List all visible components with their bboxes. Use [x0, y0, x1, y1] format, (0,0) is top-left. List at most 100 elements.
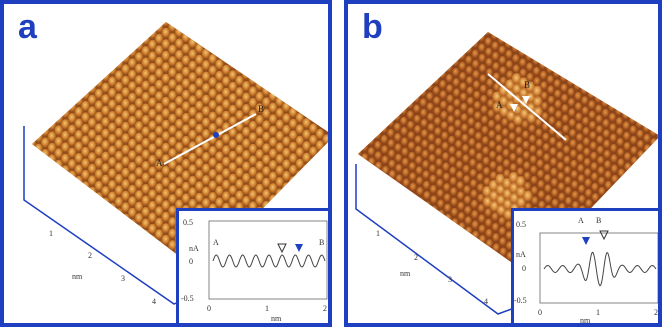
atom-bump	[579, 65, 588, 76]
atom-bump	[373, 141, 382, 151]
atom-bump	[570, 159, 578, 170]
atom-bump	[511, 33, 520, 44]
atom-bump	[484, 37, 493, 48]
atom-bump	[433, 106, 442, 117]
atom-bump	[208, 157, 218, 170]
atom-bump	[141, 161, 151, 173]
atom-bump	[201, 163, 211, 176]
atom-bump	[406, 110, 415, 121]
atom-bump	[583, 147, 591, 158]
atom-bump	[481, 146, 490, 157]
atom-bump	[459, 92, 468, 103]
atom-bump	[409, 192, 418, 203]
atom-bump	[107, 191, 117, 204]
atom-bump	[463, 185, 472, 196]
atom-bump	[607, 92, 616, 103]
atom-bump	[458, 61, 467, 72]
atom-bump	[54, 136, 64, 149]
atom-bump	[407, 141, 416, 152]
atom-bump	[228, 70, 238, 82]
atom-bump	[615, 106, 624, 117]
atom-bump	[649, 117, 658, 128]
atom-bump	[528, 134, 537, 145]
atom-bump	[268, 160, 278, 172]
atom-bump	[201, 175, 211, 187]
atom-bump	[201, 71, 211, 84]
atom-bump	[67, 90, 77, 102]
atom-bump	[215, 105, 225, 117]
atom-bump	[368, 167, 377, 178]
atom-bump	[386, 108, 395, 119]
atom-bump	[194, 123, 205, 136]
atom-bump	[515, 175, 527, 190]
atom-bump	[509, 163, 518, 174]
atom-bump	[268, 171, 278, 184]
atom-bump	[21, 133, 30, 145]
atom-bump	[408, 162, 417, 172]
atom-bump	[261, 97, 272, 109]
atom-bump	[188, 164, 198, 176]
atom-bump	[650, 148, 658, 159]
stm-panel-a: A B 1 2 3 4 nm a 0.5 0 -0.5 nA 0 1 2 nm …	[0, 0, 332, 327]
atom-bump	[656, 132, 658, 142]
atom-bump	[659, 184, 662, 194]
atom-bump	[475, 152, 484, 163]
atom-bump	[474, 131, 483, 142]
atom-bump	[468, 148, 477, 159]
atom-bump	[428, 154, 437, 164]
atom-bump	[469, 168, 478, 179]
atom-bump	[399, 116, 408, 127]
atom-bump	[81, 135, 91, 147]
atom-bump	[94, 111, 104, 124]
profile-line-a	[163, 113, 257, 165]
profile-curve-b	[543, 251, 657, 287]
atom-bump	[531, 46, 540, 57]
atom-bump	[241, 150, 251, 162]
atom-bump	[508, 142, 517, 153]
atom-bump	[127, 104, 138, 116]
atom-bump	[624, 172, 633, 183]
atom-bump	[201, 198, 211, 210]
atom-bump	[436, 189, 445, 200]
atom-bump	[449, 166, 457, 177]
atom-bump	[74, 187, 84, 200]
line-profile-chart-a: 0.5 0 -0.5 nA 0 1 2 nm A B	[181, 218, 328, 323]
atom-bump	[443, 203, 452, 214]
atom-bump	[394, 153, 403, 164]
atom-bump	[367, 147, 376, 158]
xtick-b-0: 0	[538, 308, 542, 317]
atom-bump	[315, 163, 325, 175]
atom-bump	[432, 86, 441, 97]
atom-bump	[569, 149, 578, 160]
atom-bump	[148, 39, 158, 52]
atom-bump	[127, 230, 138, 243]
atom-bump	[643, 133, 652, 144]
atom-bump	[107, 88, 117, 100]
atom-bump	[610, 154, 619, 165]
atom-bump	[114, 196, 124, 209]
atom-bump	[208, 123, 218, 135]
atom-bump	[406, 120, 415, 131]
atom-bump	[101, 174, 111, 187]
atom-bump	[437, 209, 446, 220]
atom-bump	[181, 193, 191, 205]
atom-bump	[154, 125, 164, 138]
atom-bump	[134, 178, 144, 191]
atom-bump	[114, 173, 124, 186]
atom-bump	[168, 113, 178, 126]
atom-bump	[574, 102, 583, 113]
atom-bump	[154, 114, 164, 126]
atom-bump	[188, 72, 198, 84]
atom-bump	[414, 145, 423, 156]
atom-bump	[492, 62, 501, 73]
atom-bump	[464, 55, 473, 66]
atom-bump	[566, 77, 575, 88]
atom-bump	[432, 96, 441, 107]
atom-bump	[575, 133, 584, 144]
atom-bump	[442, 172, 451, 183]
atom-bump	[248, 143, 258, 156]
atom-bump	[188, 129, 198, 142]
atom-bump	[523, 171, 532, 182]
atom-bump	[594, 104, 603, 115]
atom-bump	[617, 178, 626, 189]
